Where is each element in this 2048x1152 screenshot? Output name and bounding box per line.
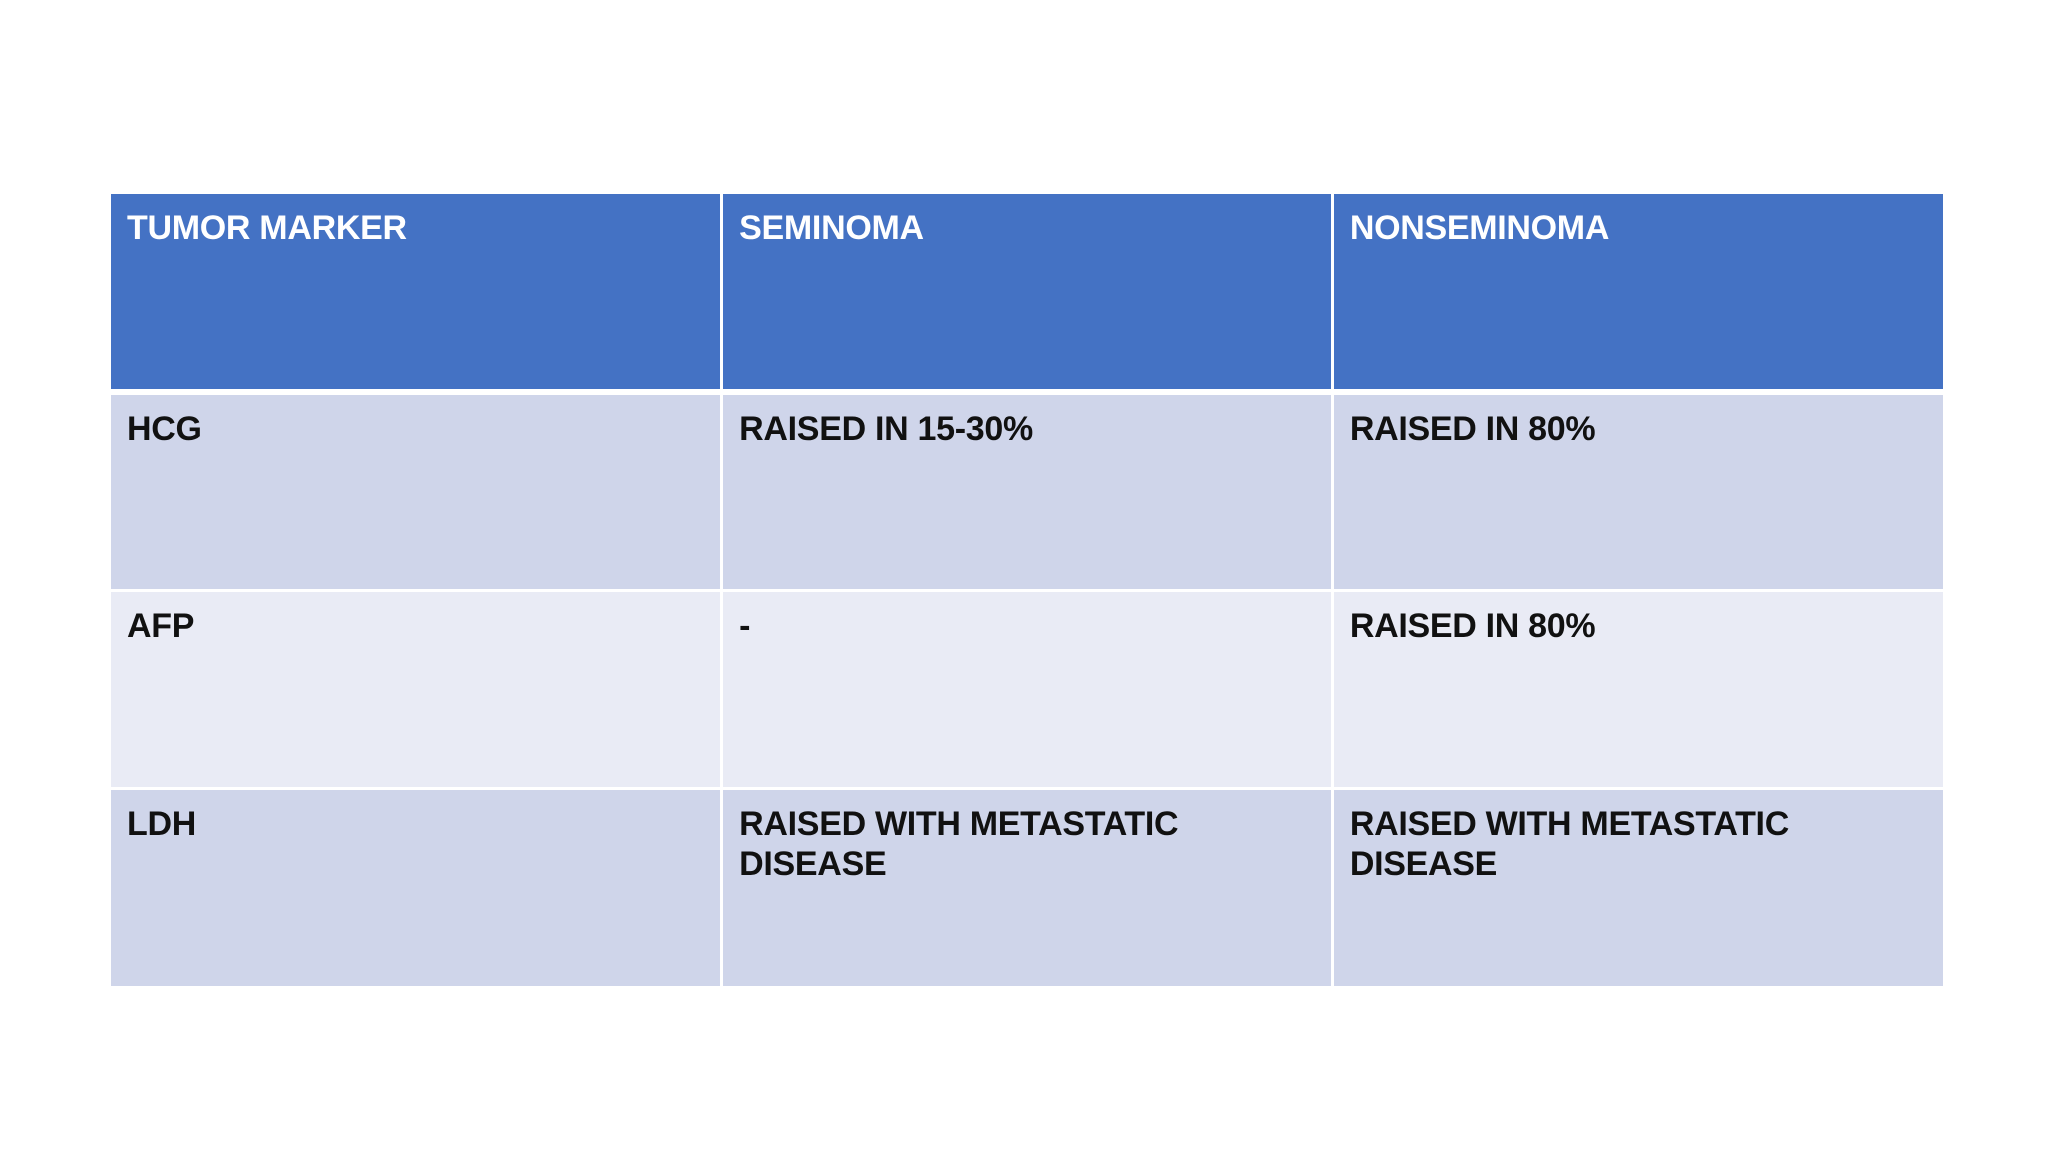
- table-cell-seminoma: -: [720, 590, 1334, 790]
- table-body: HCG RAISED IN 15-30% RAISED IN 80% AFP -…: [111, 392, 1943, 986]
- table-row-afp: AFP - RAISED IN 80%: [111, 590, 1943, 790]
- tumor-marker-table: TUMOR MARKER SEMINOMA NONSEMINOMA HCG RA…: [111, 194, 1943, 986]
- table-cell-nonseminoma: RAISED WITH METASTATIC DISEASE: [1330, 788, 1943, 986]
- table-header: TUMOR MARKER SEMINOMA NONSEMINOMA: [111, 194, 1943, 395]
- header-cell-tumor-marker: TUMOR MARKER: [111, 194, 724, 395]
- table-cell-nonseminoma: RAISED IN 80%: [1330, 590, 1943, 790]
- table-cell-marker: LDH: [111, 788, 724, 986]
- table-cell-nonseminoma: RAISED IN 80%: [1330, 392, 1943, 592]
- table-row-ldh: LDH RAISED WITH METASTATIC DISEASE RAISE…: [111, 788, 1943, 986]
- table-cell-seminoma: RAISED WITH METASTATIC DISEASE: [720, 788, 1334, 986]
- header-cell-nonseminoma: NONSEMINOMA: [1330, 194, 1943, 395]
- table-cell-marker: HCG: [111, 392, 724, 592]
- table-cell-seminoma: RAISED IN 15-30%: [720, 392, 1334, 592]
- table-cell-marker: AFP: [111, 590, 724, 790]
- table-row-hcg: HCG RAISED IN 15-30% RAISED IN 80%: [111, 392, 1943, 592]
- header-row: TUMOR MARKER SEMINOMA NONSEMINOMA: [111, 194, 1943, 395]
- header-cell-seminoma: SEMINOMA: [720, 194, 1334, 395]
